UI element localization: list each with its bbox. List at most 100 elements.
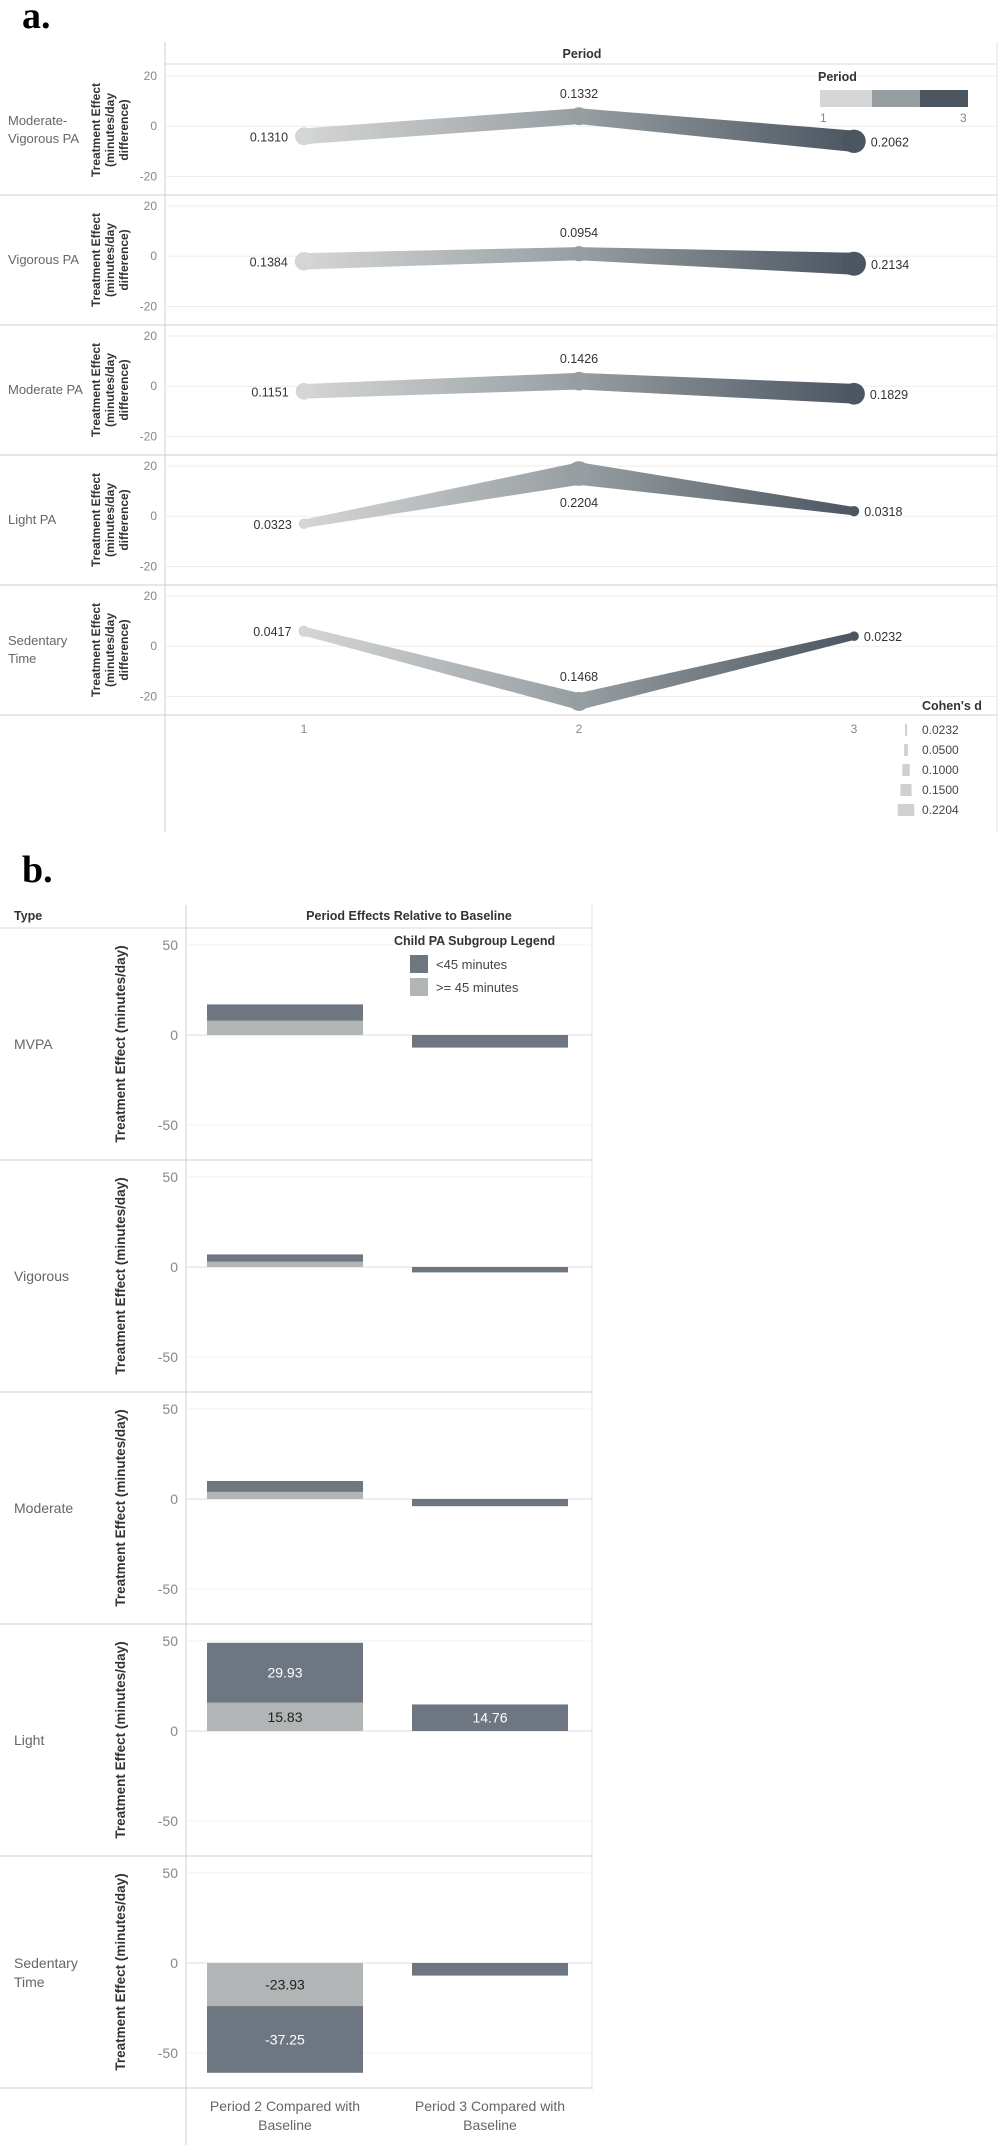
period-legend-max: 3 (960, 111, 967, 125)
y-tick: 0 (170, 1491, 178, 1507)
cohens-d-legend: Cohen's d 0.0232 0.0500 0.1000 0.1500 0.2204 (897, 699, 982, 817)
line-segment (579, 372, 854, 404)
line-segment (304, 626, 579, 710)
figure-b-panel: 50 0 -50 Moderate Treatment Effect (minutes/… (0, 1401, 592, 1625)
x-category-2-line2: Baseline (463, 2117, 517, 2133)
size-legend-label: 0.1000 (922, 763, 959, 777)
y-tick: 20 (144, 329, 158, 343)
bar-under-45 (412, 1704, 568, 1731)
figure-b-frame (0, 905, 593, 2145)
period-legend-title: Period (818, 70, 857, 84)
data-label: 0.1468 (560, 670, 598, 684)
data-label: 0.1426 (560, 352, 598, 366)
figure-a-x-tick: 2 (576, 722, 583, 736)
size-legend-label: 0.1500 (922, 783, 959, 797)
bar-under-45 (412, 1035, 568, 1048)
data-point (571, 246, 587, 262)
bar-45-plus (207, 1702, 363, 1731)
bar-under-45 (412, 1267, 568, 1273)
y-tick: 20 (144, 69, 158, 83)
row-label: Light (14, 1732, 44, 1748)
row-label: MVPA (14, 1036, 53, 1052)
data-point (842, 129, 866, 154)
y-tick: 0 (150, 509, 157, 523)
data-label: 0.1151 (251, 385, 288, 399)
y-tick: 0 (170, 1955, 178, 1971)
figure-a-panels: 20 0 -20 Moderate-Vigorous PA Treatment Effe… (0, 69, 997, 716)
y-axis-label: Treatment Effect(minutes/daydifference) (89, 473, 131, 567)
y-tick: 0 (150, 119, 157, 133)
figure-b-panel: 50 0 -50 MVPA Treatment Effect (minutes/day) (0, 937, 592, 1161)
y-tick: 0 (150, 249, 157, 263)
y-tick: 50 (162, 1169, 178, 1185)
y-tick: 0 (150, 639, 157, 653)
y-tick: -20 (140, 299, 158, 313)
data-label: 0.1384 (250, 255, 288, 269)
y-tick: -20 (140, 689, 158, 703)
y-tick: -50 (158, 2045, 178, 2061)
figure-a-panel: 20 0 -20 Moderate PA Treatment Effect(minute… (0, 329, 997, 456)
bar-label-under-45: -37.25 (265, 2031, 305, 2047)
figure-b-x-axis: Period 2 Compared with Baseline Period 3… (210, 2098, 565, 2133)
bar-label-45-plus: 15.83 (267, 1709, 302, 1725)
y-tick: -20 (140, 559, 158, 573)
figure-a-x-tick: 1 (301, 722, 308, 736)
y-tick: -20 (140, 429, 158, 443)
figure-b-panel: 50 0 -50 Vigorous Treatment Effect (minutes/… (0, 1169, 592, 1393)
size-legend-mark (897, 804, 915, 816)
row-label: Moderate PA (8, 382, 83, 397)
legend-label-under-45: <45 minutes (436, 957, 508, 972)
legend-swatch-under-45 (410, 955, 428, 973)
bar-45-plus (207, 1491, 363, 1499)
bar-45-plus (207, 1020, 363, 1035)
data-point (566, 461, 592, 486)
row-label: Light PA (8, 512, 57, 527)
y-tick: 20 (144, 589, 158, 603)
data-point (849, 631, 859, 642)
y-axis-label: Treatment Effect(minutes/daydifference) (89, 603, 131, 697)
line-segment (304, 108, 579, 145)
data-point (843, 382, 865, 405)
data-label: 0.0323 (254, 518, 292, 532)
figure-a-label: a. (22, 0, 51, 37)
legend-swatch-45-plus (410, 978, 428, 996)
data-point (570, 107, 588, 126)
y-axis-label: Treatment Effect (minutes/day) (113, 945, 128, 1142)
data-point (569, 371, 589, 391)
data-label: 0.0417 (253, 625, 291, 639)
line-segment (579, 108, 854, 153)
bar-under-45 (412, 1963, 568, 1976)
line-segment (304, 372, 579, 399)
y-tick: 50 (162, 1401, 178, 1417)
y-tick: -50 (158, 1117, 178, 1133)
y-tick: 0 (170, 1723, 178, 1739)
period-legend-swatch-2 (872, 90, 920, 107)
y-tick: 20 (144, 459, 158, 473)
line-segment (304, 247, 579, 270)
figure-b-header: Period Effects Relative to Baseline (306, 909, 512, 923)
data-label: 0.2062 (871, 135, 909, 149)
data-point (848, 506, 860, 517)
figure-a-header: Period (563, 47, 602, 61)
subgroup-legend-title: Child PA Subgroup Legend (394, 934, 555, 948)
period-legend-swatch-3 (920, 90, 968, 107)
size-legend-mark (904, 744, 908, 756)
size-legend-label: 0.0232 (922, 723, 959, 737)
bar-45-plus (207, 1261, 363, 1267)
subgroup-legend: Child PA Subgroup Legend <45 minutes >= … (394, 934, 555, 996)
line-segment (579, 462, 854, 516)
line-segment (579, 247, 854, 275)
figure-a-frame: 1 2 3 (164, 42, 998, 832)
data-label: 0.1332 (560, 87, 598, 101)
size-legend-label: 0.0500 (922, 743, 959, 757)
data-point (841, 251, 867, 276)
figure-a-panel: 20 0 -20 Vigorous PA Treatment Effect(minute… (0, 199, 997, 326)
y-axis-label: Treatment Effect (minutes/day) (113, 1177, 128, 1374)
bar-label-under-45: 29.93 (267, 1665, 302, 1681)
y-tick: 20 (144, 199, 158, 213)
data-label: 0.0232 (864, 630, 902, 644)
data-label: 0.0954 (560, 226, 598, 240)
cohens-d-legend-title: Cohen's d (922, 699, 982, 713)
size-legend-mark (905, 724, 907, 736)
y-tick: 0 (150, 379, 157, 393)
